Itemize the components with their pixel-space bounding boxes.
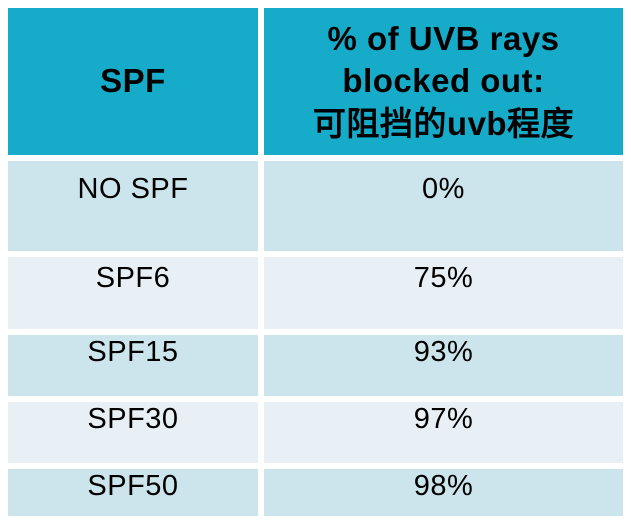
spf-label: NO SPF	[77, 173, 189, 205]
table-row-nospf-label-cell: NO SPF	[8, 161, 258, 251]
table-row-spf6-value-cell: 75%	[264, 257, 623, 329]
table-row-spf50-label-cell: SPF50	[8, 469, 258, 516]
header-cell-uvb-blocked: % of UVB rays blocked out: 可阻挡的uvb程度	[264, 8, 623, 155]
spf-uvb-table: SPF % of UVB rays blocked out: 可阻挡的uvb程度…	[8, 8, 623, 516]
header-uvb-line2: blocked out:	[342, 62, 545, 100]
spf-label: SPF30	[87, 403, 179, 435]
spf-label: SPF50	[87, 470, 179, 502]
table-row-spf30-label-cell: SPF30	[8, 402, 258, 463]
header-uvb-line3: 可阻挡的uvb程度	[312, 104, 575, 142]
blocked-percent-value: 98%	[413, 470, 474, 502]
table-row-spf30-value-cell: 97%	[264, 402, 623, 463]
spf-label: SPF6	[95, 262, 171, 294]
header-spf-label: SPF	[100, 62, 166, 100]
table-row-nospf-value-cell: 0%	[264, 161, 623, 251]
header-cell-spf: SPF	[8, 8, 258, 155]
spf-label: SPF15	[87, 336, 179, 368]
table-row-spf15-label-cell: SPF15	[8, 335, 258, 396]
blocked-percent-value: 97%	[413, 403, 474, 435]
blocked-percent-value: 75%	[413, 262, 474, 294]
header-uvb-line1: % of UVB rays	[327, 20, 560, 58]
table-row-spf15-value-cell: 93%	[264, 335, 623, 396]
table-row-spf6-label-cell: SPF6	[8, 257, 258, 329]
table-row-spf50-value-cell: 98%	[264, 469, 623, 516]
blocked-percent-value: 0%	[422, 173, 465, 205]
blocked-percent-value: 93%	[413, 336, 474, 368]
